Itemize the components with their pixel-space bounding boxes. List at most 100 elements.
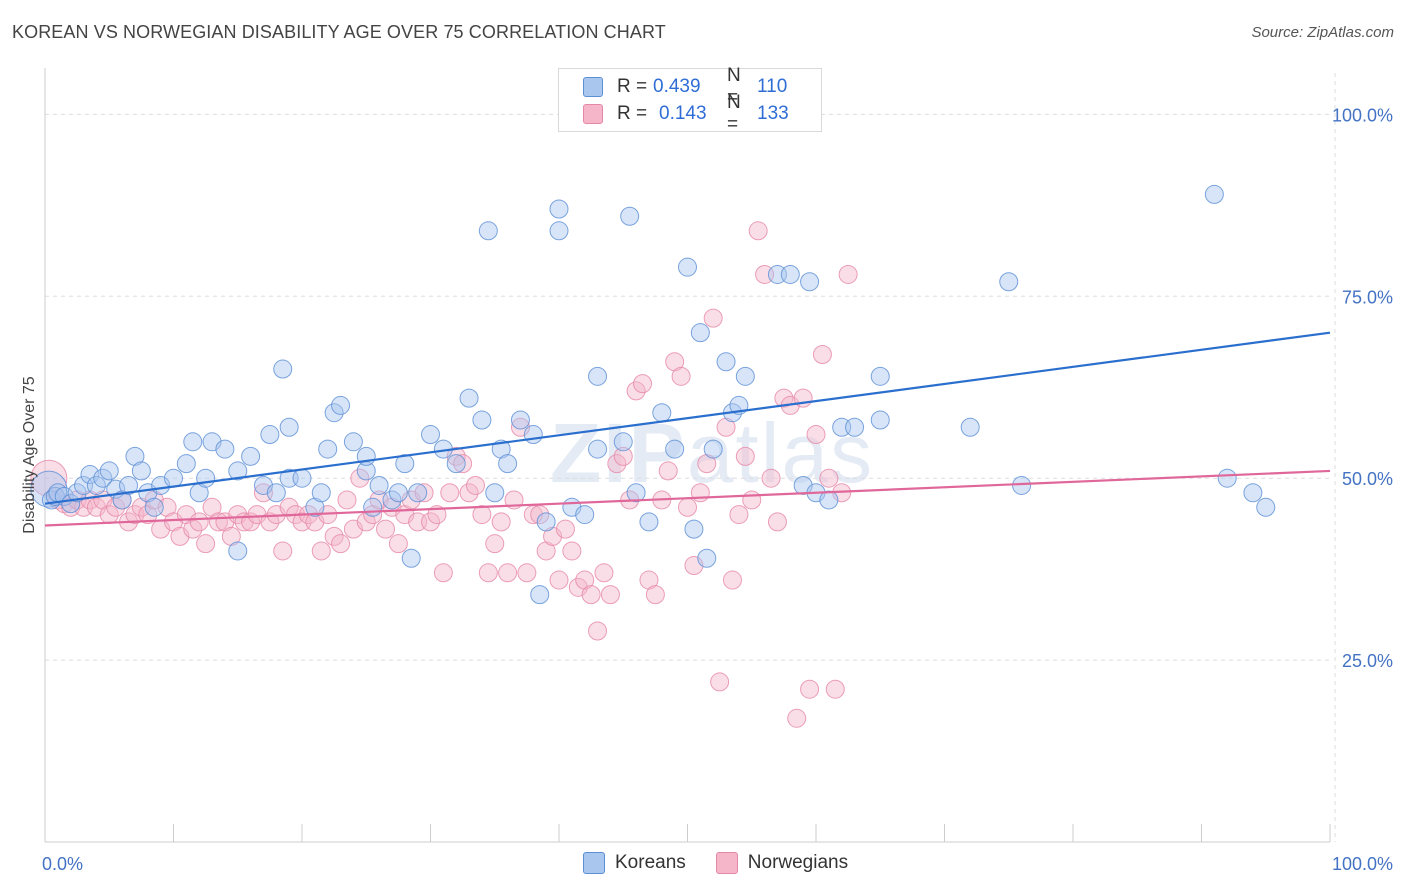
data-point-koreans xyxy=(273,359,293,379)
data-point-norwegians xyxy=(350,468,370,488)
data-point-koreans xyxy=(266,483,286,503)
data-point-koreans xyxy=(1256,497,1276,517)
legend-n-value: 133 xyxy=(757,103,789,124)
legend-r-value: 0.439 xyxy=(653,76,701,97)
watermark-light: atlas xyxy=(686,406,875,500)
data-point-norwegians xyxy=(202,497,222,517)
data-point-norwegians xyxy=(491,512,511,532)
y-tick-label: 75.0% xyxy=(1342,287,1393,307)
legend-swatch-koreans xyxy=(583,852,605,874)
data-point-norwegians xyxy=(260,512,280,532)
data-point-koreans xyxy=(196,468,216,488)
data-point-koreans xyxy=(652,403,672,423)
data-point-norwegians xyxy=(138,505,158,525)
data-point-norwegians xyxy=(324,526,344,546)
data-point-norwegians xyxy=(575,570,595,590)
legend-label-norwegians: Norwegians xyxy=(747,852,849,873)
data-point-norwegians xyxy=(331,534,351,554)
data-point-norwegians xyxy=(485,534,505,554)
y-tick-label: 100.0% xyxy=(1332,105,1393,125)
data-point-koreans xyxy=(176,454,196,474)
data-point-norwegians xyxy=(607,454,627,474)
trend-line-koreans xyxy=(44,331,1331,505)
data-point-koreans xyxy=(183,432,203,452)
data-point-norwegians xyxy=(337,490,357,510)
data-point-norwegians xyxy=(742,490,762,510)
data-point-koreans xyxy=(523,425,543,445)
data-point-norwegians xyxy=(735,446,755,466)
data-point-norwegians xyxy=(812,344,832,364)
data-point-koreans xyxy=(395,454,415,474)
data-point-koreans xyxy=(620,206,640,226)
data-point-norwegians xyxy=(671,366,691,386)
data-point-koreans xyxy=(1243,483,1263,503)
data-point-norwegians xyxy=(710,672,730,692)
data-point-koreans xyxy=(626,483,646,503)
data-point-koreans xyxy=(363,497,383,517)
grid-lines xyxy=(45,73,1336,842)
data-point-norwegians xyxy=(421,512,440,532)
data-point-koreans xyxy=(30,470,68,508)
legend-item-norwegians[interactable]: Norwegians xyxy=(715,852,849,874)
data-point-norwegians xyxy=(433,563,453,583)
data-point-norwegians xyxy=(806,425,826,445)
data-point-norwegians xyxy=(774,388,794,408)
data-point-norwegians xyxy=(787,708,807,728)
data-point-norwegians xyxy=(729,505,749,525)
data-point-koreans xyxy=(678,257,697,277)
data-point-koreans xyxy=(112,490,132,510)
legend-item-koreans[interactable]: Koreans xyxy=(583,852,686,874)
data-point-norwegians xyxy=(555,519,575,539)
data-point-koreans xyxy=(870,366,890,386)
data-point-norwegians xyxy=(819,468,839,488)
data-point-koreans xyxy=(421,425,440,445)
legend-row-koreans: R = 0.439 N = 110 xyxy=(583,65,787,108)
data-point-norwegians xyxy=(703,308,723,328)
data-point-koreans xyxy=(80,465,100,485)
data-point-koreans xyxy=(446,454,466,474)
data-point-koreans xyxy=(498,454,518,474)
data-point-koreans xyxy=(485,483,505,503)
legend-r-label: R = xyxy=(617,103,648,124)
data-point-koreans xyxy=(260,425,280,445)
correlation-legend: R = 0.439 N = 110 R = 0.143 N = 133 xyxy=(558,65,822,135)
data-point-norwegians xyxy=(626,381,646,401)
data-point-norwegians xyxy=(581,585,601,605)
data-point-koreans xyxy=(86,475,106,495)
data-point-norwegians xyxy=(478,563,498,583)
y-tick-label: 25.0% xyxy=(1342,651,1393,671)
data-point-koreans xyxy=(588,366,608,386)
data-point-koreans xyxy=(845,417,865,437)
data-point-koreans xyxy=(530,585,550,605)
data-point-koreans xyxy=(1012,475,1032,495)
data-point-koreans xyxy=(575,505,595,525)
data-point-norwegians xyxy=(665,352,685,372)
data-point-koreans xyxy=(144,497,164,517)
data-point-koreans xyxy=(459,388,479,408)
data-point-norwegians xyxy=(825,679,845,699)
data-point-norwegians xyxy=(221,526,241,546)
data-point-norwegians xyxy=(459,483,479,503)
data-point-norwegians xyxy=(388,534,408,554)
data-point-norwegians xyxy=(453,454,473,474)
data-point-koreans xyxy=(684,519,704,539)
data-point-norwegians xyxy=(562,541,582,561)
data-point-norwegians xyxy=(690,483,710,503)
data-point-koreans xyxy=(228,541,248,561)
x-tick-label-min: 0.0% xyxy=(42,854,83,874)
data-point-norwegians xyxy=(549,570,569,590)
data-point-koreans xyxy=(613,432,633,452)
data-point-koreans xyxy=(549,199,569,219)
data-point-norwegians xyxy=(273,541,293,561)
data-point-koreans xyxy=(279,417,299,437)
data-point-norwegians xyxy=(440,483,460,503)
data-point-norwegians xyxy=(472,505,492,525)
legend-label-koreans: Koreans xyxy=(615,852,686,873)
data-point-norwegians xyxy=(767,512,787,532)
y-axis-title: Disability Age Over 75 xyxy=(21,376,38,534)
series-norwegians xyxy=(30,221,858,728)
data-point-koreans xyxy=(228,461,248,481)
data-point-koreans xyxy=(382,490,402,510)
data-point-koreans xyxy=(215,439,235,459)
